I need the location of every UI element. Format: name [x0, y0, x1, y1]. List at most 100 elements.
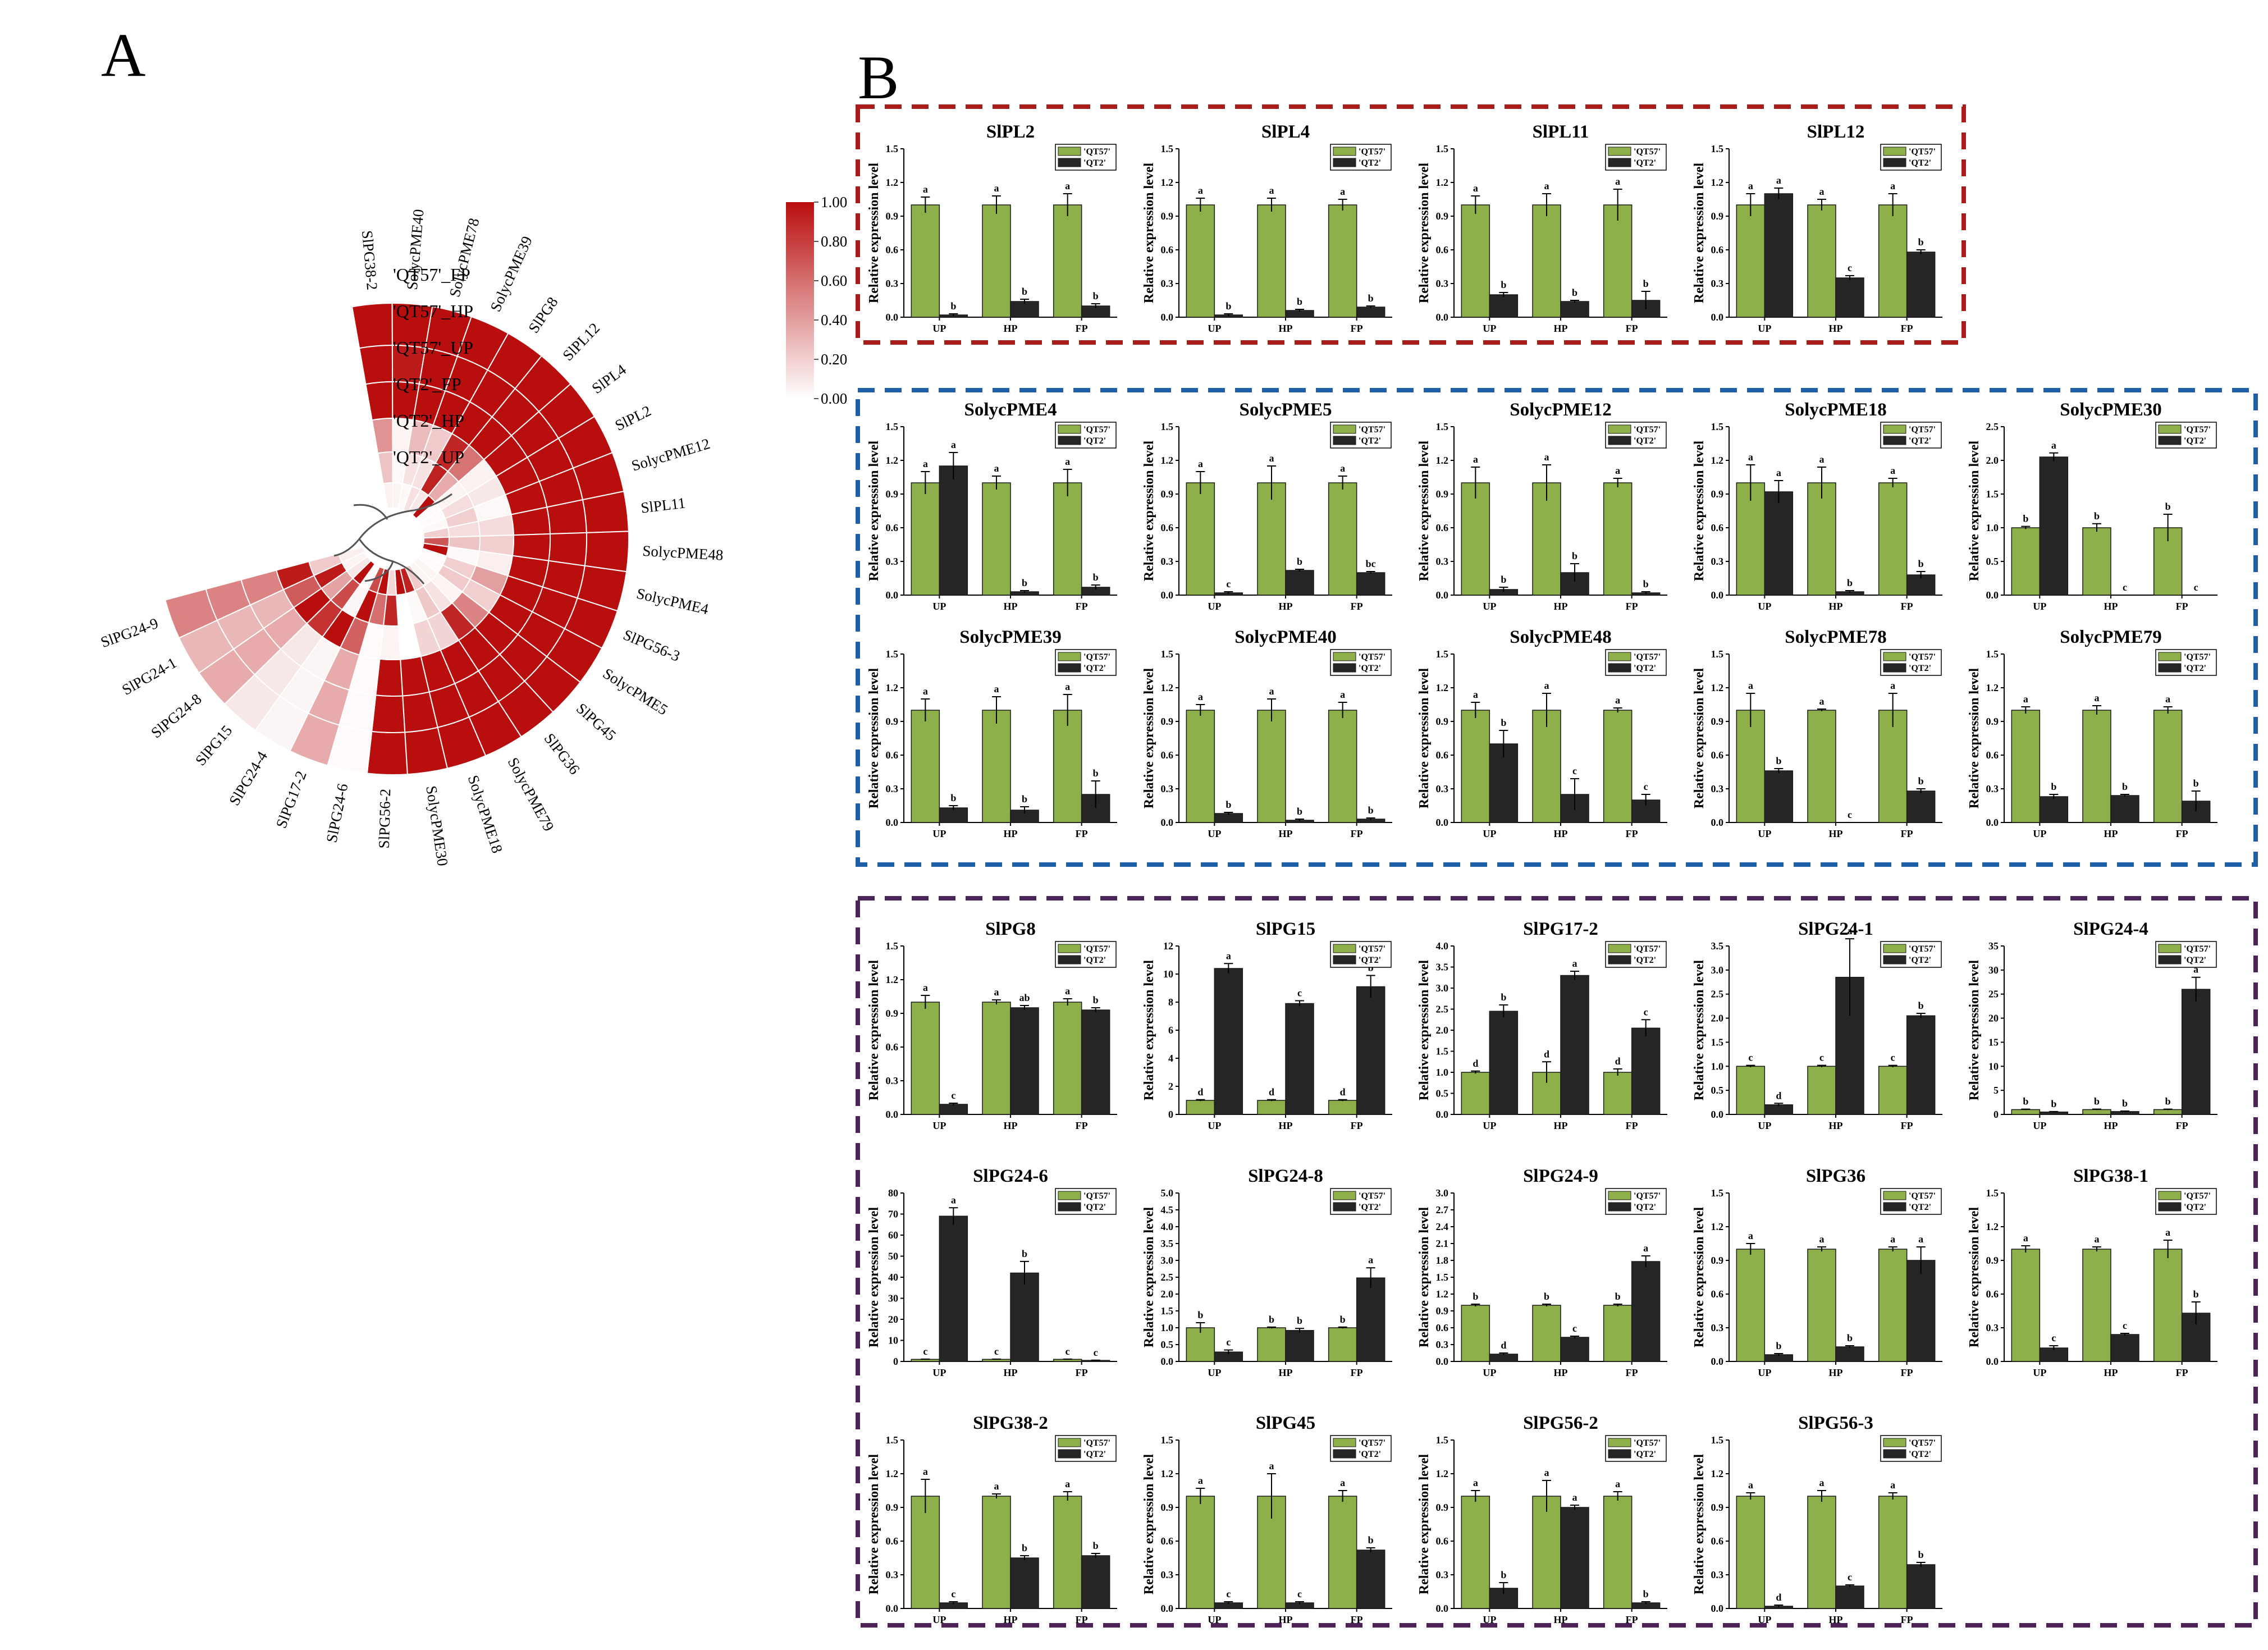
significance-letter: d — [1544, 1048, 1549, 1059]
y-tick-label: 0 — [1993, 1109, 1999, 1120]
significance-letter: b — [2023, 513, 2028, 524]
y-tick-label: 0.9 — [1161, 1502, 1174, 1513]
y-tick-label: 1.2 — [1436, 455, 1449, 466]
y-tick-label: 0.3 — [1161, 556, 1174, 567]
bar-qt57 — [1807, 482, 1836, 596]
significance-letter: b — [2193, 1288, 2199, 1300]
y-axis-label: Relative expression level — [1692, 441, 1707, 582]
legend-label-qt2: 'QT2' — [1634, 956, 1656, 965]
legend-label-qt57: 'QT57' — [1909, 652, 1936, 662]
y-tick-label: 0.3 — [1436, 1339, 1449, 1350]
bar-qt57 — [1603, 710, 1633, 823]
y-tick-label: 1.5 — [1436, 1046, 1449, 1057]
gene-label: SlPG24-6 — [323, 782, 351, 844]
y-tick-label: 2.5 — [1986, 421, 1999, 432]
legend-swatch-qt2 — [1333, 158, 1356, 167]
legend-swatch-qt57 — [1883, 1438, 1906, 1447]
legend-label-qt2: 'QT2' — [1359, 664, 1381, 673]
significance-letter: d — [1340, 1086, 1346, 1098]
x-tick-label: HP — [1829, 828, 1843, 839]
legend-label-qt57: 'QT57' — [1909, 944, 1936, 954]
y-tick-label: 1.2 — [1161, 682, 1174, 693]
y-tick-label: 3.0 — [1161, 1255, 1174, 1266]
gene-label: SolycPME79 — [505, 755, 557, 834]
bar-qt57 — [2153, 1109, 2183, 1115]
y-tick-label: 1.2 — [1711, 177, 1724, 188]
significance-letter: c — [1572, 765, 1577, 776]
y-tick-label: 10 — [888, 1335, 898, 1346]
x-tick-label: UP — [1208, 1120, 1221, 1131]
bar-chart: SlPL12 Relative expression level 0.0 0.3 0.6… — [1692, 122, 1942, 334]
legend-label-qt2: 'QT2' — [1634, 1203, 1656, 1212]
legend-label-qt2: 'QT2' — [1909, 436, 1931, 446]
legend-swatch-qt2 — [2158, 436, 2182, 445]
y-tick-label: 1.2 — [1436, 1468, 1449, 1479]
y-tick-label: 0.6 — [1436, 522, 1449, 533]
legend-swatch-qt2 — [1608, 955, 1631, 965]
y-tick-label: 2.5 — [1436, 1004, 1449, 1015]
x-tick-label: FP — [2176, 601, 2188, 612]
y-tick-label: 0.3 — [1436, 278, 1449, 289]
significance-letter: c — [1226, 578, 1231, 589]
bar-qt2 — [1560, 1507, 1589, 1609]
significance-letter: b — [1297, 556, 1302, 567]
heatmap-cell — [584, 531, 630, 573]
bar-qt2 — [2110, 1334, 2139, 1362]
x-tick-label: UP — [2033, 828, 2046, 839]
significance-letter: a — [1065, 180, 1070, 191]
y-tick-label: 0.3 — [1436, 556, 1449, 567]
bar-qt2 — [939, 465, 968, 596]
legend-label-qt57: 'QT57' — [2184, 1191, 2211, 1201]
x-tick-label: HP — [1829, 1120, 1843, 1131]
bar-qt57 — [911, 710, 940, 823]
y-tick-label: 0.5 — [1161, 1339, 1174, 1350]
significance-letter: b — [1226, 799, 1231, 810]
legend-swatch-qt2 — [1058, 158, 1081, 167]
significance-letter: c — [1848, 262, 1852, 273]
bar-qt57 — [1878, 482, 1908, 596]
y-tick-label: 4.5 — [1161, 1204, 1174, 1215]
legend-swatch-qt2 — [2158, 1202, 2182, 1212]
significance-letter: a — [923, 184, 928, 195]
significance-letter: b — [1776, 1340, 1781, 1351]
x-tick-label: FP — [1901, 1367, 1913, 1378]
legend-swatch-qt2 — [1333, 436, 1356, 445]
legend-swatch-qt57 — [1608, 652, 1631, 661]
legend-swatch-qt2 — [1883, 955, 1906, 965]
y-axis-label: Relative expression level — [867, 1207, 881, 1348]
bar-qt57 — [1878, 710, 1908, 823]
gene-label: SlPG56-2 — [376, 788, 394, 848]
dendrogram — [333, 493, 452, 584]
track-label: 'QT57'_HP — [393, 301, 473, 321]
bar-chart: SlPG24-4 Relative expression level 0 5 10 15 2… — [1967, 919, 2217, 1131]
gene-label: SlPG24-8 — [148, 691, 204, 742]
legend-label-qt2: 'QT2' — [2184, 1203, 2206, 1212]
gene-label: SlPL2 — [612, 402, 654, 434]
bar-chart: SlPG17-2 Relative expression level 0.0 0.5 1… — [1417, 919, 1667, 1131]
bar-qt2 — [1356, 1550, 1386, 1609]
significance-letter: a — [1918, 1233, 1923, 1245]
significance-letter: b — [1501, 574, 1506, 585]
legend-label-qt2: 'QT2' — [1634, 664, 1656, 673]
significance-letter: a — [1890, 680, 1895, 691]
significance-letter: b — [2165, 501, 2171, 512]
bar-qt57 — [1736, 710, 1766, 823]
chart-title: SlPG38-1 — [2073, 1166, 2148, 1186]
significance-letter: a — [1065, 681, 1070, 692]
gene-label: SolycPME18 — [465, 773, 506, 855]
x-tick-label: FP — [1351, 1120, 1363, 1131]
y-tick-label: 0.9 — [886, 488, 899, 500]
heatmap-cell — [351, 302, 393, 349]
bar-chart: SlPL4 Relative expression level 0.0 0.3 0.6 0… — [1142, 122, 1392, 334]
y-tick-label: 1.2 — [886, 177, 899, 188]
bar-qt57 — [1257, 1496, 1286, 1609]
bar-qt57 — [1257, 1327, 1286, 1362]
significance-letter: b — [1093, 1540, 1099, 1551]
x-tick-label: FP — [1901, 601, 1913, 612]
significance-letter: b — [1269, 1314, 1274, 1325]
chart-title: SlPG38-2 — [973, 1413, 1048, 1433]
legend-swatch-qt57 — [2158, 652, 2182, 661]
x-tick-label: HP — [1004, 323, 1018, 334]
y-tick-label: 0.0 — [1436, 312, 1449, 323]
bar-chart: SolycPME5 Relative expression level 0.0 0.3… — [1142, 400, 1392, 612]
